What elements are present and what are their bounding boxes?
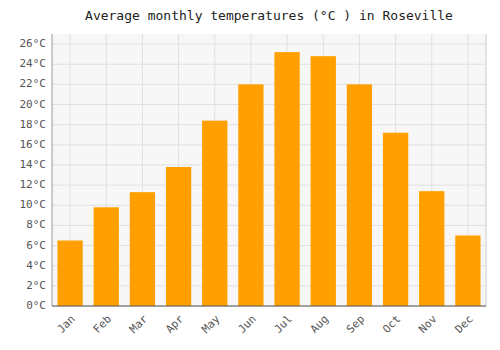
y-axis-line (52, 34, 53, 306)
y-grid-line (52, 44, 486, 45)
bar (202, 121, 227, 306)
bar (347, 84, 372, 306)
y-grid-line (52, 185, 486, 186)
x-tick-label: May (199, 312, 223, 336)
y-tick-label: 26°C (20, 37, 47, 50)
y-tick-label: 2°C (26, 279, 46, 292)
y-tick-label: 4°C (26, 259, 46, 272)
x-tick-label: Oct (380, 313, 403, 336)
y-tick-label: 12°C (20, 178, 47, 191)
y-grid-line (52, 144, 486, 145)
y-tick-label: 24°C (20, 57, 47, 70)
y-axis: 0°C 2°C 4°C 6°C 8°C 10°C 12°C 14°C 16°C 18°C 20°C 2… (20, 37, 47, 312)
bar (274, 52, 299, 306)
y-grid-line (52, 124, 486, 125)
y-tick-label: 0°C (26, 299, 46, 312)
chart: 0°C 2°C 4°C 6°C 8°C 10°C 12°C 14°C 16°C 18°C 20°C 2… (0, 0, 500, 350)
y-grid-line (52, 104, 486, 105)
x-tick-label: Nov (416, 312, 440, 336)
page: {"chart_data": {"type": "bar", "title": … (0, 0, 500, 350)
bar (57, 241, 82, 306)
bars (57, 52, 480, 306)
x-tick-label: Feb (91, 313, 114, 336)
bar (455, 235, 480, 306)
x-tick-label: Dec (452, 313, 475, 336)
y-grid-line (52, 84, 486, 85)
grid (52, 34, 486, 306)
x-tick-label: Jun (235, 313, 258, 336)
bar (311, 56, 336, 306)
x-tick-label: Apr (163, 312, 187, 336)
y-grid-line (52, 164, 486, 165)
x-tick-label: Aug (308, 313, 331, 336)
bar (419, 191, 444, 306)
y-grid-line (52, 306, 486, 307)
y-tick-label: 20°C (20, 98, 47, 111)
title: Average monthly temperatures (°C ) in Ro… (85, 8, 453, 23)
plot-frame-right (486, 34, 487, 306)
y-grid-line (52, 64, 486, 65)
x-tick-label: Sep (344, 313, 367, 336)
x-axis: Jan Feb Mar Apr May Jun Jul Aug Sep Oct Nov Dec (55, 312, 476, 336)
bar (94, 207, 119, 306)
bar (383, 133, 408, 306)
y-tick-label: 16°C (20, 138, 47, 151)
y-tick-label: 10°C (20, 198, 47, 211)
y-tick-label: 14°C (20, 158, 47, 171)
y-tick-label: 6°C (26, 239, 46, 252)
plot-area (52, 34, 486, 306)
bar (166, 167, 191, 306)
x-tick-label: Mar (127, 312, 151, 336)
x-tick-label: Jul (272, 313, 295, 336)
y-tick-label: 8°C (26, 218, 46, 231)
bar (130, 192, 155, 306)
x-axis-line (52, 306, 486, 307)
y-tick-label: 18°C (20, 118, 47, 131)
x-tick-label: Jan (55, 313, 78, 336)
bar (238, 84, 263, 306)
y-tick-label: 22°C (20, 77, 47, 90)
